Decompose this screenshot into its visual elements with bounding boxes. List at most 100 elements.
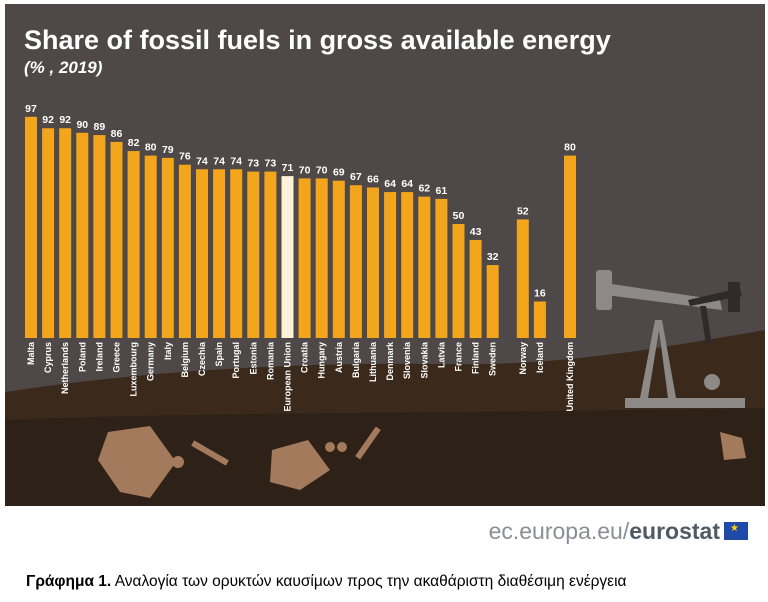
value-label-croatia: 70 [299, 164, 311, 176]
category-label-italy: Italy [163, 342, 173, 360]
bar-czechia [196, 169, 208, 338]
value-label-belgium: 76 [179, 151, 191, 163]
value-label-denmark: 64 [384, 178, 396, 190]
bar-netherlands [59, 128, 72, 338]
bar-finland [469, 239, 482, 338]
value-label-france: 50 [453, 210, 465, 222]
category-label-austria: Austria [334, 341, 344, 373]
bar-austria [332, 180, 345, 338]
category-label-slovakia: Slovakia [419, 341, 429, 379]
category-label-norway: Norway [518, 342, 528, 375]
value-label-bulgaria: 67 [350, 171, 362, 183]
value-label-iceland: 16 [534, 288, 546, 300]
bar-germany [144, 155, 157, 338]
value-label-luxembourg: 82 [128, 137, 140, 149]
bar-iceland [533, 301, 546, 338]
value-label-slovakia: 62 [418, 183, 430, 195]
bar-poland [76, 132, 89, 338]
value-label-italy: 79 [162, 144, 174, 156]
category-label-latvia: Latvia [436, 341, 446, 368]
bar-slovenia [401, 192, 414, 338]
value-label-hungary: 70 [316, 164, 328, 176]
bar-belgium [178, 164, 191, 338]
bar-france [452, 224, 465, 338]
category-labels-group: Malta Cyprus Netherlands Poland Ireland Greec… [26, 341, 575, 411]
bar-romania [264, 171, 277, 338]
bar-european-union [281, 176, 294, 338]
category-label-germany: Germany [146, 342, 156, 381]
bar-portugal [230, 169, 243, 338]
bar-ireland [93, 135, 106, 338]
category-label-sweden: Sweden [488, 342, 498, 376]
value-label-austria: 69 [333, 167, 345, 179]
value-label-slovenia: 64 [401, 178, 413, 190]
bar-slovakia [418, 196, 431, 338]
value-label-finland: 43 [470, 226, 482, 238]
category-label-belgium: Belgium [180, 342, 190, 378]
value-label-czechia: 74 [196, 155, 208, 167]
bars-group [25, 116, 576, 338]
value-label-malta: 97 [25, 103, 37, 115]
bar-norway [516, 219, 529, 338]
value-label-portugal: 74 [230, 155, 242, 167]
bar-cyprus [42, 128, 55, 338]
category-label-hungary: Hungary [317, 342, 327, 379]
credit-site: ec.europa.eu/ [488, 517, 630, 544]
category-label-spain: Spain [214, 342, 224, 367]
value-label-ireland: 89 [94, 121, 106, 133]
value-labels-group: 97 92 92 90 89 86 82 80 79 76 74 74 74 73 73 71 70 70 69 67… [25, 103, 576, 300]
oil-pump-distant-icon [688, 282, 742, 345]
value-label-lithuania: 66 [367, 174, 379, 186]
bar-united-kingdom [564, 155, 576, 338]
value-label-norway: 52 [517, 205, 529, 217]
category-label-luxembourg: Luxembourg [129, 342, 139, 397]
caption-label: Γράφημα 1. [26, 573, 112, 590]
bar-italy [161, 157, 174, 338]
bar-greece [110, 141, 123, 338]
value-label-latvia: 61 [436, 185, 448, 197]
value-label-netherlands: 92 [59, 114, 71, 126]
value-label-united-kingdom: 80 [564, 142, 576, 154]
value-label-spain: 74 [213, 155, 225, 167]
bar-sweden [486, 265, 499, 338]
fossil-bones-icon [98, 426, 746, 498]
category-label-united-kingdom: United Kingdom [565, 342, 575, 412]
category-label-malta: Malta [26, 341, 36, 365]
bar-denmark [384, 192, 397, 338]
category-label-czechia: Czechia [197, 341, 207, 376]
bar-estonia [247, 171, 260, 338]
bar-malta [25, 116, 37, 338]
value-label-sweden: 32 [487, 251, 499, 263]
bar-spain [213, 169, 226, 338]
value-label-poland: 90 [76, 119, 88, 131]
source-credit[interactable]: ec.europa.eu/ eurostat ★ [489, 518, 748, 544]
category-label-greece: Greece [112, 342, 122, 373]
chart-subtitle: (% , 2019) [24, 58, 103, 77]
category-label-netherlands: Netherlands [60, 342, 70, 394]
category-label-portugal: Portugal [231, 342, 241, 379]
credit-brand: eurostat [629, 517, 720, 544]
category-label-bulgaria: Bulgaria [351, 341, 361, 378]
bar-croatia [298, 178, 311, 338]
chart-title: Share of fossil fuels in gross available… [24, 25, 611, 55]
value-label-romania: 73 [265, 158, 277, 170]
bar-lithuania [367, 187, 379, 338]
bar-bulgaria [349, 185, 362, 338]
category-label-iceland: Iceland [535, 342, 545, 373]
value-label-european-union: 71 [282, 162, 294, 174]
category-label-croatia: Croatia [300, 341, 310, 373]
category-label-slovenia: Slovenia [402, 341, 412, 379]
category-label-finland: Finland [471, 342, 481, 374]
category-label-cyprus: Cyprus [43, 342, 53, 373]
ground-deep-decoration [5, 408, 765, 506]
figure-caption: Γράφημα 1. Αναλογία των ορυκτών καυσίμων… [26, 573, 626, 591]
value-label-estonia: 73 [247, 158, 259, 170]
value-label-cyprus: 92 [42, 114, 54, 126]
category-label-denmark: Denmark [385, 341, 395, 381]
category-label-romania: Romania [265, 341, 275, 380]
category-label-european-union: European Union [283, 342, 293, 412]
caption-text: Αναλογία των ορυκτών καυσίμων προς την α… [111, 573, 627, 590]
bar-latvia [435, 198, 448, 338]
category-label-lithuania: Lithuania [368, 341, 378, 382]
bar-luxembourg [127, 151, 140, 338]
